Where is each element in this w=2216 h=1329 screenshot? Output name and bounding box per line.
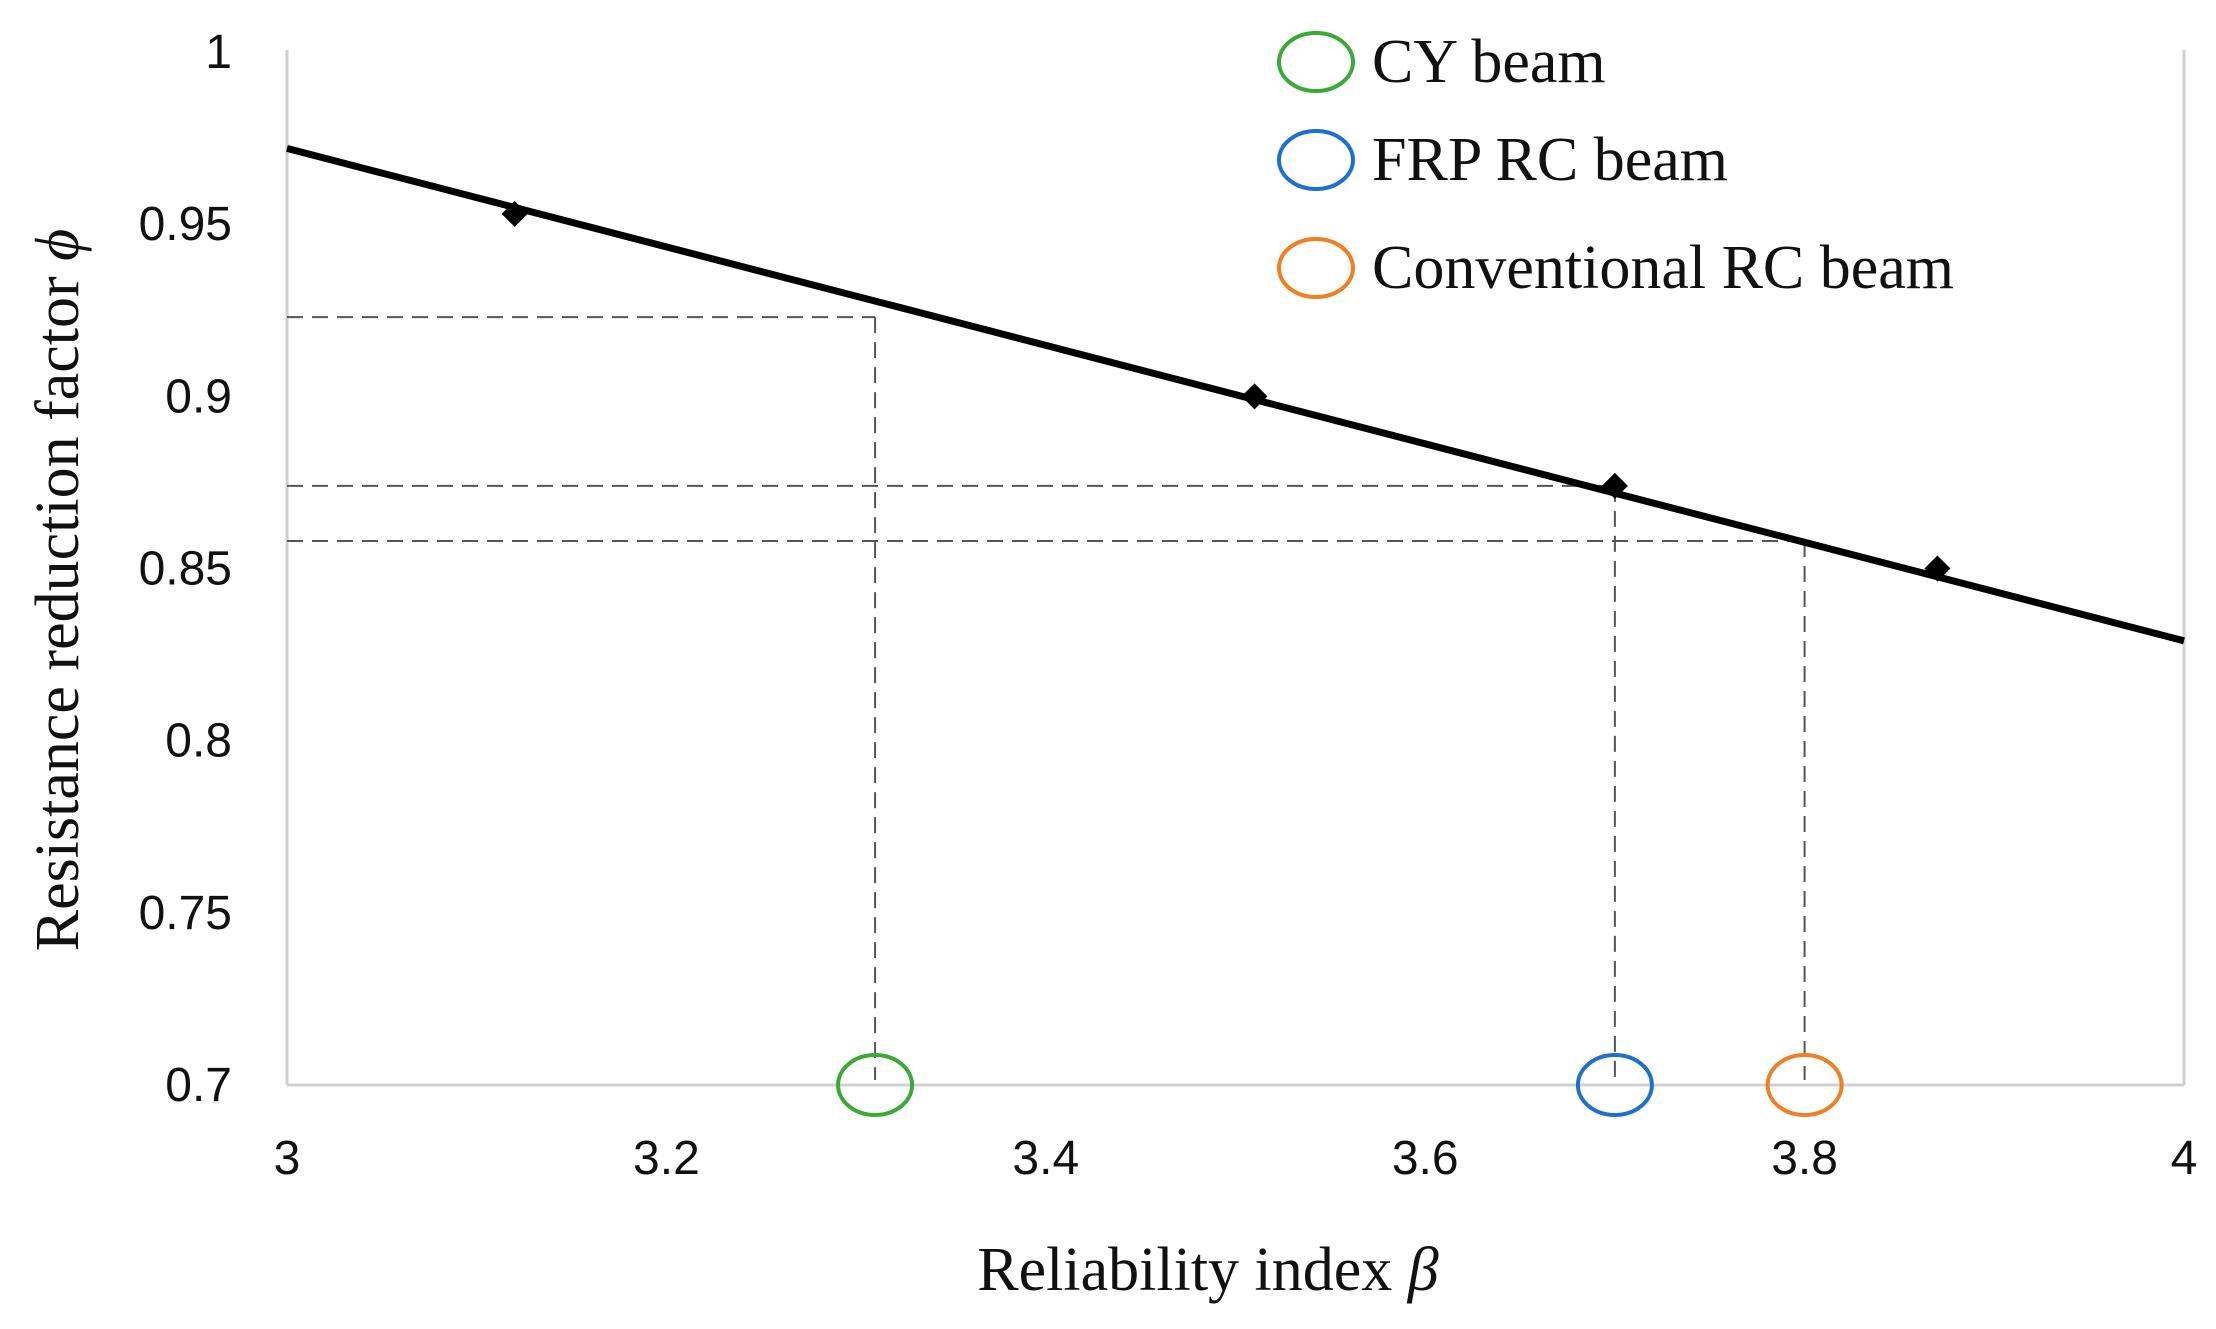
highlight-circle [1575, 1053, 1654, 1117]
x-axis-label: Reliability index [977, 1236, 1392, 1304]
x-axis-title: Reliability index β [977, 1236, 1439, 1304]
x-tick-label: 3.4 [1012, 1132, 1079, 1185]
legend-circle-icon [1277, 237, 1355, 299]
y-axis-label: Resistance reduction factor [24, 276, 92, 951]
x-tick-label: 4 [2171, 1132, 2198, 1185]
y-tick-label: 0.7 [165, 1059, 232, 1112]
y-tick-label: 1 [205, 26, 232, 79]
data-point-diamond [1601, 472, 1628, 499]
y-tick-label: 0.75 [139, 887, 232, 940]
guide-lines [287, 316, 1806, 1080]
tick-labels: 3 3.2 3.4 3.6 3.8 4 0.7 0.75 0.8 0.85 0.9 0.95 1 [139, 26, 2198, 1185]
data-series [286, 145, 2185, 645]
x-axis-symbol: β [1407, 1236, 1439, 1304]
legend-circle-icon [1277, 31, 1355, 93]
x-tick-label: 3.2 [633, 1132, 700, 1185]
y-tick-label: 0.95 [139, 198, 232, 251]
data-point-diamond [1924, 555, 1951, 582]
legend-label: FRP RC beam [1372, 126, 1728, 194]
x-tick-label: 3.6 [1392, 1132, 1459, 1185]
y-axis-symbol: ϕ [24, 229, 92, 261]
trend-line [286, 145, 2185, 645]
highlight-circle [1765, 1053, 1844, 1117]
x-tick-label: 3 [274, 1132, 301, 1185]
y-tick-label: 0.8 [165, 715, 232, 768]
highlight-markers [836, 1053, 1844, 1117]
axes [285, 50, 2186, 1087]
y-tick-label: 0.9 [165, 370, 232, 423]
y-tick-label: 0.85 [139, 543, 232, 596]
legend: CY beam FRP RC beam Conventional RC beam [1277, 28, 1954, 302]
data-point-diamond [501, 200, 528, 227]
legend-label: Conventional RC beam [1372, 234, 1954, 302]
y-axis-title: Resistance reduction factor ϕ [24, 229, 92, 951]
highlight-circle [836, 1053, 915, 1117]
legend-circle-icon [1277, 129, 1355, 191]
x-tick-label: 3.8 [1771, 1132, 1838, 1185]
legend-label: CY beam [1372, 28, 1606, 96]
data-point-diamond [1241, 383, 1268, 410]
